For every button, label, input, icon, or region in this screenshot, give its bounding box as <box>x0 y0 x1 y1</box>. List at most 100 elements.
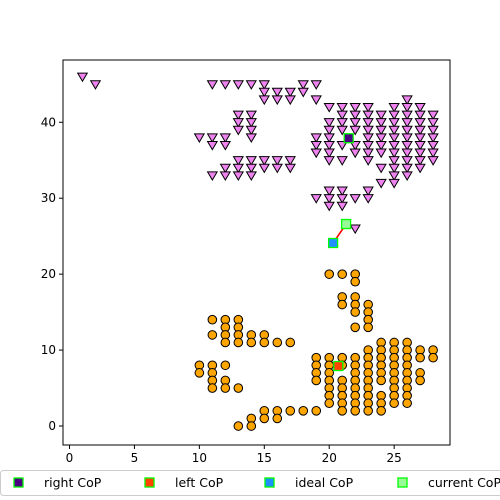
sensor-point-foot-top <box>76 72 89 83</box>
sensor-point-foot-top <box>349 102 361 113</box>
sensor-point-foot-top <box>414 110 426 121</box>
sensor-point-foot-bottom <box>415 375 425 386</box>
sensor-point-foot-top <box>388 163 400 174</box>
legend: right CoP left CoP ideal CoP current CoP <box>0 470 500 496</box>
sensor-point-foot-bottom <box>350 322 360 333</box>
sensor-point-foot-top <box>206 80 219 90</box>
sensor-point-foot-top <box>232 80 244 90</box>
sensor-point-foot-top <box>284 156 296 166</box>
sensor-point-foot-bottom <box>207 330 218 340</box>
sensor-point-foot-top <box>323 118 335 128</box>
sensor-point-foot-top <box>245 156 257 166</box>
sensor-point-foot-top <box>375 125 387 136</box>
sensor-point-foot-bottom <box>376 375 386 386</box>
sensor-point-foot-top <box>401 140 413 151</box>
sensor-point-foot-top <box>232 171 244 182</box>
sensor-point-foot-top <box>401 110 413 121</box>
sensor-point-foot-top <box>232 163 244 174</box>
sensor-point-foot-bottom <box>272 413 283 424</box>
sensor-point-foot-top <box>375 118 387 128</box>
sensor-point-foot-top <box>362 110 374 121</box>
sensor-point-foot-top <box>414 140 426 151</box>
sensor-point-foot-top <box>349 148 361 159</box>
sensor-point-foot-top <box>219 163 232 174</box>
sensor-point-foot-top <box>401 125 413 136</box>
sensor-point-foot-top <box>349 140 361 151</box>
sensor-point-foot-top <box>375 110 387 121</box>
sensor-point-foot-bottom <box>350 307 360 317</box>
right-cop-marker <box>343 133 354 144</box>
sensor-point-foot-top <box>336 186 348 197</box>
sensor-point-foot-top <box>401 133 413 144</box>
sensor-point-foot-top <box>245 80 257 90</box>
sensor-point-foot-bottom <box>259 337 270 348</box>
sensor-point-foot-top <box>336 156 348 166</box>
sensor-point-foot-top <box>336 125 348 136</box>
y-tick-label: 40 <box>41 115 56 129</box>
current-cop-legend-label: current CoP <box>428 475 500 490</box>
sensor-point-foot-bottom <box>363 322 373 333</box>
sensor-point-foot-top <box>362 125 374 136</box>
sensor-point-foot-top <box>323 194 335 204</box>
sensor-point-foot-top <box>414 133 426 144</box>
sensor-point-foot-bottom <box>311 375 322 386</box>
sensor-point-foot-top <box>206 171 219 182</box>
sensor-point-foot-top <box>427 133 439 144</box>
sensor-point-foot-bottom <box>272 337 283 348</box>
sensor-point-foot-top <box>401 148 413 159</box>
sensor-point-foot-bottom <box>194 368 205 378</box>
sensor-point-foot-top <box>271 156 283 166</box>
sensor-point-foot-bottom <box>220 360 231 371</box>
sensor-point-foot-top <box>219 171 232 182</box>
sensor-point-foot-top <box>427 156 439 166</box>
sensor-point-foot-top <box>193 133 206 144</box>
sensor-point-foot-top <box>349 224 361 235</box>
sensor-point-foot-top <box>323 148 335 159</box>
sensor-point-foot-bottom <box>259 413 270 424</box>
sensor-point-foot-top <box>271 87 283 98</box>
sensor-point-foot-bottom <box>363 406 373 416</box>
sensor-point-foot-bottom <box>246 421 257 431</box>
sensor-point-foot-top <box>362 186 374 197</box>
sensor-point-foot-top <box>362 140 374 151</box>
sensor-point-foot-top <box>388 102 400 113</box>
sensor-point-foot-bottom <box>389 398 399 409</box>
sensor-point-foot-top <box>284 95 296 106</box>
sensor-point-foot-top <box>336 140 348 151</box>
sensor-point-foot-top <box>310 80 322 90</box>
sensor-point-foot-top <box>336 201 348 212</box>
sensor-point-foot-top <box>362 133 374 144</box>
sensor-point-foot-top <box>206 133 219 144</box>
sensor-point-foot-top <box>271 163 283 174</box>
sensor-point-foot-bottom <box>428 352 438 363</box>
sensor-point-foot-bottom <box>233 421 244 431</box>
sensor-point-foot-top <box>375 163 387 174</box>
sensor-point-foot-top <box>388 110 400 121</box>
sensor-point-foot-top <box>219 133 232 144</box>
sensor-point-foot-top <box>414 118 426 128</box>
sensor-point-foot-top <box>401 171 413 182</box>
sensor-point-foot-top <box>349 125 361 136</box>
sensor-point-foot-top <box>310 140 322 151</box>
sensor-point-foot-top <box>297 87 309 98</box>
sensor-point-foot-bottom <box>207 314 218 325</box>
y-tick-label: 10 <box>41 343 56 357</box>
chart-plot: 0 5 10 15 20 25 0 10 20 30 40 <box>41 59 451 465</box>
sensor-point-foot-bottom <box>337 406 348 416</box>
sensor-point-foot-bottom <box>350 276 360 287</box>
current-cop-legend-swatch <box>397 477 408 488</box>
sensor-point-foot-top <box>219 140 232 151</box>
sensor-point-foot-top <box>310 148 322 159</box>
sensor-point-foot-top <box>414 125 426 136</box>
sensor-point-foot-top <box>362 118 374 128</box>
sensor-point-foot-top <box>388 118 400 128</box>
sensor-point-foot-top <box>336 194 348 204</box>
sensor-point-foot-bottom <box>233 337 244 348</box>
sensor-point-foot-top <box>362 102 374 113</box>
ideal-cop-legend-swatch <box>264 477 275 488</box>
sensor-point-foot-top <box>271 95 283 106</box>
x-tick-label: 25 <box>387 451 402 465</box>
sensor-point-foot-bottom <box>415 352 425 363</box>
right-cop-legend-swatch <box>13 477 24 488</box>
x-tick-label: 15 <box>257 451 272 465</box>
